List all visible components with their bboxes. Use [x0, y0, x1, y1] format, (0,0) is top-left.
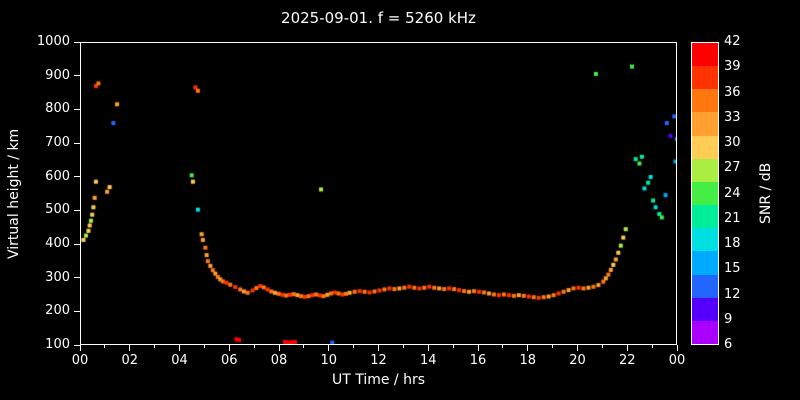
x-tick-mark — [427, 345, 429, 351]
x-minor-tick-mark — [353, 345, 355, 348]
x-tick-mark — [228, 345, 230, 351]
y-tick-mark — [74, 176, 80, 178]
y-tick-label: 500 — [45, 202, 70, 218]
colorbar — [691, 42, 719, 345]
colorbar-band — [692, 135, 718, 159]
colorbar-tick-label: 12 — [724, 286, 741, 302]
x-tick-mark — [676, 345, 678, 351]
colorbar-tick-label: 15 — [724, 261, 741, 277]
x-minor-tick-mark — [303, 345, 305, 348]
colorbar-tick-label: 18 — [724, 236, 741, 251]
x-tick-label: 10 — [320, 353, 338, 368]
colorbar-band — [692, 205, 718, 229]
x-minor-tick-mark — [452, 345, 454, 348]
colorbar-ticks: 6 9 12 15 18 21 24 27 30 33 36 39 42 — [724, 34, 758, 352]
y-tick-mark — [74, 142, 80, 144]
x-tick-mark — [577, 345, 578, 351]
colorbar-tick-label: 24 — [724, 185, 741, 201]
colorbar-band — [692, 297, 718, 321]
colorbar-band — [692, 274, 718, 298]
x-tick-mark — [129, 345, 131, 351]
x-minor-tick-mark — [552, 345, 554, 348]
x-tick-mark — [378, 345, 379, 351]
x-tick-mark — [527, 345, 529, 351]
x-tick-label: 06 — [220, 353, 238, 368]
y-tick-label: 700 — [45, 135, 70, 150]
y-tick-label: 800 — [45, 101, 70, 117]
colorbar-tick-label: 27 — [724, 160, 741, 176]
colorbar-tick-label: 9 — [724, 311, 733, 327]
colorbar-band — [692, 181, 718, 206]
colorbar-band — [692, 228, 718, 252]
x-minor-tick-mark — [154, 345, 156, 348]
colorbar-tick-label: 6 — [724, 337, 733, 352]
y-axis: 100 200 300 400 500 600 700 800 900 1000 — [0, 34, 80, 352]
colorbar-tick-label: 36 — [724, 84, 741, 100]
x-tick-label: 02 — [121, 353, 139, 368]
x-minor-tick-mark — [203, 345, 205, 348]
colorbar-gradient — [692, 43, 718, 345]
colorbar-band — [692, 43, 718, 67]
y-tick-mark — [74, 310, 80, 312]
colorbar-tick-label: 39 — [724, 59, 741, 75]
y-tick-mark — [74, 41, 80, 43]
x-axis-label: UT Time / hrs — [331, 372, 426, 388]
x-tick-label: 00 — [668, 353, 686, 368]
x-minor-tick-mark — [402, 345, 404, 348]
colorbar-band — [692, 320, 718, 345]
x-tick-label: 22 — [618, 353, 636, 368]
colorbar-tick-label: 42 — [724, 34, 741, 49]
y-tick-label: 1000 — [36, 34, 70, 49]
x-tick-label: 12 — [370, 353, 387, 368]
x-minor-tick-mark — [104, 345, 106, 348]
colorbar-band — [692, 66, 718, 90]
scatter-points-canvas — [81, 43, 676, 344]
x-axis: 00 02 04 06 08 10 12 14 16 18 20 22 00 — [72, 345, 685, 371]
y-tick-mark — [74, 209, 80, 211]
plot-area — [80, 42, 677, 345]
colorbar-tick-label: 21 — [724, 210, 741, 226]
x-minor-tick-mark — [651, 345, 653, 348]
y-tick-label: 600 — [45, 168, 70, 184]
y-tick-mark — [74, 344, 80, 346]
x-tick-label: 18 — [519, 353, 537, 368]
x-tick-label: 20 — [569, 353, 586, 368]
y-tick-mark — [74, 75, 80, 77]
y-tick-label: 200 — [45, 303, 70, 319]
x-tick-mark — [626, 345, 628, 351]
colorbar-band — [692, 158, 718, 182]
x-tick-label: 04 — [171, 353, 188, 368]
x-minor-tick-mark — [502, 345, 504, 348]
x-tick-label: 00 — [71, 353, 89, 368]
x-minor-tick-mark — [601, 345, 603, 348]
x-tick-mark — [328, 345, 330, 351]
y-tick-label: 100 — [45, 337, 70, 352]
x-tick-mark — [179, 345, 180, 351]
x-tick-mark — [477, 345, 479, 351]
y-tick-mark — [74, 108, 80, 110]
y-tick-mark — [74, 277, 80, 279]
y-tick-label: 900 — [45, 67, 70, 83]
colorbar-tick-label: 33 — [724, 109, 741, 125]
chart-title: 2025-09-01. f = 5260 kHz — [281, 9, 476, 27]
colorbar-label: SNR / dB — [758, 162, 774, 225]
colorbar-band — [692, 112, 718, 136]
colorbar-band — [692, 89, 718, 113]
y-tick-mark — [74, 243, 80, 245]
x-tick-label: 16 — [469, 353, 487, 368]
x-tick-mark — [278, 345, 280, 351]
x-minor-tick-mark — [253, 345, 255, 348]
x-tick-label: 14 — [419, 353, 437, 368]
x-tick-mark — [79, 345, 81, 351]
colorbar-tick-label: 30 — [724, 135, 741, 150]
x-tick-label: 08 — [270, 353, 288, 368]
y-tick-label: 300 — [45, 269, 70, 285]
colorbar-band — [692, 251, 718, 275]
y-tick-label: 400 — [45, 236, 70, 251]
